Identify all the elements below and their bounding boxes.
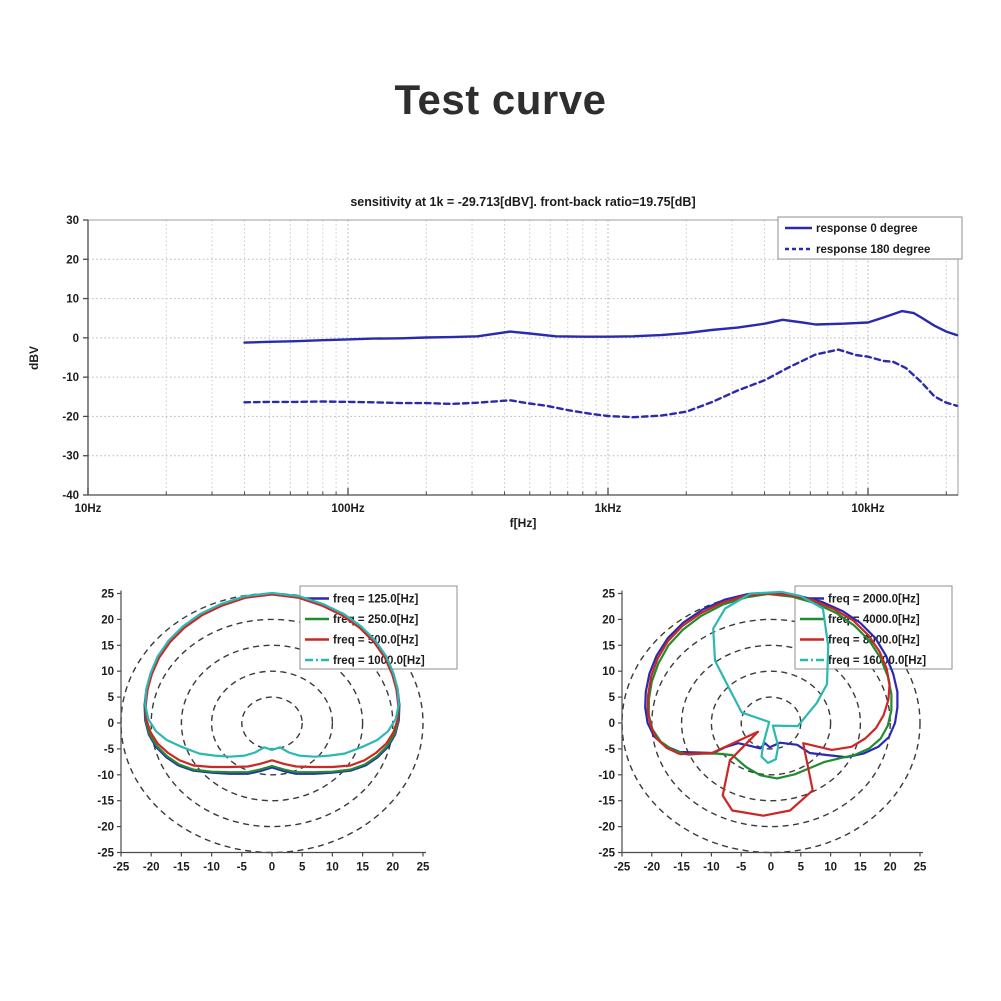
series-freq-1000-0-hz [144, 591, 400, 758]
legend-label: freq = 16000.0[Hz] [828, 655, 926, 667]
y-tick-label: -15 [598, 796, 615, 808]
x-tick-label: 15 [356, 862, 369, 874]
y-tick-label: -20 [62, 411, 79, 423]
axes [117, 590, 426, 857]
legend-box [777, 216, 963, 260]
legend-label: freq = 125.0[Hz] [333, 594, 418, 606]
x-tick-label: 25 [417, 862, 430, 874]
legend: response 0 degree response 180 degree [777, 216, 963, 260]
y-tick-label: -25 [97, 848, 114, 860]
y-tick-label: -40 [62, 490, 79, 502]
axes [618, 590, 923, 857]
y-tick-label: 30 [66, 215, 79, 227]
x-tick-label: 10 [824, 862, 837, 874]
ring-15 [180, 644, 364, 802]
x-tick-label: -25 [614, 862, 631, 874]
ring-10 [210, 670, 334, 776]
page-title: Test curve [394, 76, 607, 123]
ring-10 [710, 670, 832, 776]
legend: freq = 125.0[Hz]freq = 250.0[Hz]freq = 5… [299, 585, 458, 670]
y-tick-label: 15 [602, 640, 615, 652]
x-tick-label: -20 [143, 862, 160, 874]
x-tick-label: 0 [768, 862, 774, 874]
x-tick-label: 15 [854, 862, 867, 874]
y-tick-label: 10 [66, 294, 79, 306]
legend-label: response 180 degree [816, 244, 930, 256]
legend-box [794, 585, 953, 670]
x-tick-label: 25 [914, 862, 927, 874]
grid [88, 220, 958, 495]
x-tick-label: 5 [798, 862, 805, 874]
legend-label: response 0 degree [816, 223, 918, 235]
series-response-180-degree [243, 348, 959, 419]
x-tick-label: -20 [643, 862, 660, 874]
x-tick-label: -5 [736, 862, 747, 874]
y-tick-label: -5 [104, 744, 115, 756]
y-axis-label: dBV [27, 346, 41, 370]
legend-label: freq = 1000.0[Hz] [333, 655, 425, 667]
x-tick-label: 10Hz [75, 503, 102, 515]
legend-label: freq = 8000.0[Hz] [828, 635, 920, 647]
x-tick-label: 100Hz [331, 503, 364, 515]
y-tick-label: -10 [97, 770, 114, 782]
series-freq-4000-0-hz [647, 592, 893, 780]
x-tick-label: 1kHz [595, 503, 622, 515]
x-tick-label: -10 [203, 862, 220, 874]
y-tick-label: -15 [97, 796, 114, 808]
y-tick-label: 5 [108, 692, 115, 704]
series-freq-8000-0-hz [646, 592, 891, 817]
x-tick-label: 10 [326, 862, 339, 874]
y-tick-label: 10 [101, 666, 114, 678]
ring-15 [680, 644, 862, 802]
directivity-low-freq-chart: freq = 125.0[Hz]freq = 250.0[Hz]freq = 5… [97, 585, 458, 874]
series-response-0-degree [243, 309, 959, 344]
x-tick-label: -25 [113, 862, 130, 874]
x-tick-label: -15 [673, 862, 690, 874]
y-tick-label: -5 [605, 744, 616, 756]
y-tick-label: -10 [62, 372, 79, 384]
x-tick-label: 20 [884, 862, 897, 874]
x-tick-label: -15 [173, 862, 190, 874]
series-freq-500-0-hz [144, 593, 400, 769]
x-tick-label: 20 [386, 862, 399, 874]
y-tick-label: -25 [598, 848, 615, 860]
y-tick-label: -20 [97, 822, 114, 834]
y-tick-label: -30 [62, 451, 79, 463]
y-tick-label: -20 [598, 822, 615, 834]
y-tick-label: 15 [101, 640, 114, 652]
x-tick-label: 0 [269, 862, 275, 874]
y-tick-label: 0 [609, 718, 615, 730]
x-tick-label: -10 [703, 862, 720, 874]
legend-box [299, 585, 458, 670]
y-tick-label: -10 [598, 770, 615, 782]
x-axis-label: f[Hz] [510, 516, 537, 530]
y-tick-label: 25 [602, 589, 615, 601]
legend-label: freq = 2000.0[Hz] [828, 594, 920, 606]
series-freq-16000-0-hz [712, 590, 830, 764]
y-tick-label: 25 [101, 589, 114, 601]
directivity-high-freq-chart: freq = 2000.0[Hz]freq = 4000.0[Hz]freq =… [598, 585, 953, 874]
x-tick-label: 10kHz [851, 503, 884, 515]
y-tick-label: 20 [66, 254, 79, 266]
y-tick-label: 0 [108, 718, 114, 730]
y-tick-label: 0 [73, 333, 79, 345]
legend: freq = 2000.0[Hz]freq = 4000.0[Hz]freq =… [794, 585, 953, 670]
y-tick-label: 10 [602, 666, 615, 678]
y-tick-label: 5 [609, 692, 616, 704]
y-tick-label: 20 [602, 614, 615, 626]
ring-5 [241, 696, 303, 750]
chart-title: sensitivity at 1k = -29.713[dBV]. front-… [350, 195, 695, 209]
x-tick-label: 5 [299, 862, 306, 874]
x-tick-label: -5 [237, 862, 248, 874]
y-tick-label: 20 [101, 614, 114, 626]
